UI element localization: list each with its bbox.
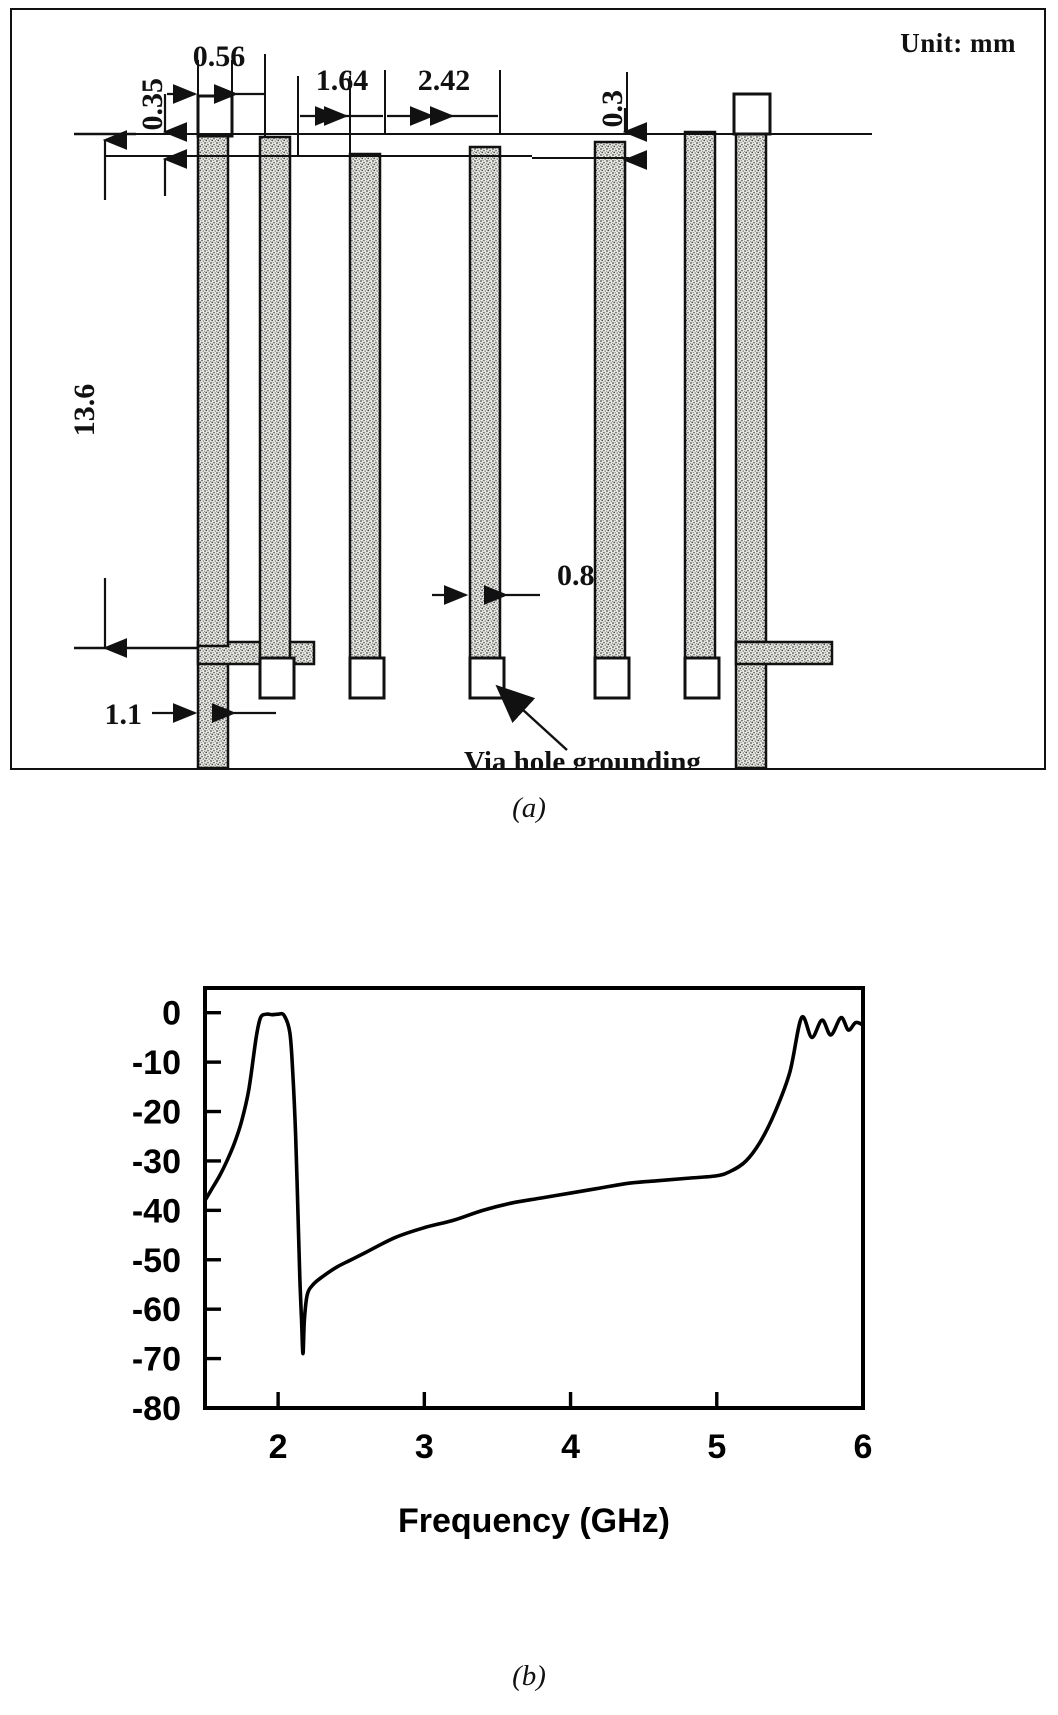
y-tick-label: -80 — [132, 1390, 181, 1428]
y-tick-label: -30 — [132, 1143, 181, 1181]
x-axis-tick-labels: 2 3 4 5 6 — [269, 1428, 873, 1466]
caption-b: (b) — [512, 1660, 546, 1692]
dim-0-35: 0.35 — [136, 78, 187, 196]
resonator-5 — [593, 140, 631, 700]
dim-13-6-label: 13.6 — [68, 384, 101, 437]
output-feed-line — [734, 640, 834, 768]
dim-1-1-label: 1.1 — [105, 698, 143, 731]
dim-0-3: 0.3 — [532, 90, 647, 195]
dim-0-56: 0.56 — [167, 40, 264, 104]
via-hole-callout: Via hole grounding — [464, 684, 701, 768]
input-feed-line — [196, 640, 316, 768]
dim-0-35-label: 0.35 — [136, 78, 169, 131]
dim-2-42-label: 2.42 — [418, 64, 471, 97]
y-tick-label: -60 — [132, 1291, 181, 1329]
resonator-4 — [468, 145, 506, 700]
x-tick-label: 4 — [561, 1428, 580, 1466]
resonator-1 — [196, 94, 234, 648]
y-tick-label: -40 — [132, 1192, 181, 1230]
y-tick-label: -20 — [132, 1094, 181, 1132]
y-tick-label: -10 — [132, 1044, 181, 1082]
dim-2-42: 2.42 — [387, 64, 498, 126]
dim-0-3-label: 0.3 — [596, 90, 629, 128]
y-axis-ticks — [205, 1011, 221, 1361]
dim-0-8-label: 0.8 — [557, 559, 595, 592]
x-axis-title: Frequency (GHz) — [398, 1502, 670, 1540]
unit-label: Unit: mm — [900, 28, 1016, 58]
x-tick-label: 6 — [854, 1428, 873, 1466]
y-tick-label: -70 — [132, 1341, 181, 1379]
y-tick-label: -50 — [132, 1242, 181, 1280]
dim-0-56-label: 0.56 — [193, 40, 246, 73]
resonator-6 — [683, 130, 721, 700]
y-axis-tick-labels: 0 -10 -20 -30 -40 -50 -60 -70 -80 — [132, 995, 181, 1428]
dim-0-8: 0.8 — [432, 559, 595, 605]
dim-1-64-label: 1.64 — [316, 64, 369, 97]
response-curve — [203, 1011, 865, 1356]
chart-canvas: 0 -10 -20 -30 -40 -50 -60 -70 -80 2 3 4 5 6 Frequenc… — [132, 986, 873, 1540]
filter-layout-figure: 0.35 0.56 1.64 2.42 — [10, 8, 1046, 770]
caption-a: (a) — [512, 792, 546, 824]
y-tick-label: 0 — [162, 995, 181, 1033]
via-hole-grounding-label: Via hole grounding — [464, 746, 701, 768]
dim-1-1: 1.1 — [105, 698, 276, 731]
resonator-7 — [732, 92, 772, 648]
resonator-3 — [348, 152, 386, 700]
resonator-2 — [258, 135, 296, 700]
x-tick-label: 3 — [415, 1428, 434, 1466]
s21-response-chart: 0 -10 -20 -30 -40 -50 -60 -70 -80 2 3 4 5 6 Frequenc… — [0, 860, 1058, 1660]
dim-13-6: 13.6 — [68, 130, 198, 658]
x-tick-label: 5 — [707, 1428, 726, 1466]
x-axis-ticks — [276, 1392, 719, 1408]
filter-layout-drawing: 0.35 0.56 1.64 2.42 — [68, 40, 872, 768]
dim-1-64: 1.64 — [300, 64, 383, 126]
x-tick-label: 2 — [269, 1428, 288, 1466]
